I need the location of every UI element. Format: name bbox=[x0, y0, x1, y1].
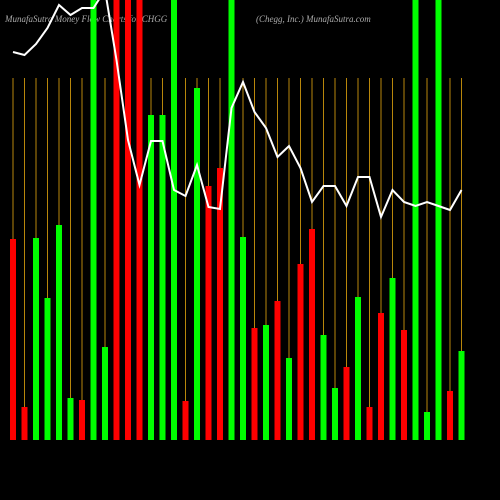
bar bbox=[194, 88, 200, 440]
bar bbox=[286, 358, 292, 440]
bar bbox=[44, 298, 51, 440]
bar bbox=[171, 0, 177, 440]
bar bbox=[90, 0, 97, 440]
bar bbox=[297, 264, 304, 440]
bar bbox=[217, 168, 223, 440]
chart-title: MunafaSutra Money Flow Charts for CHGG bbox=[4, 14, 168, 24]
bar bbox=[378, 313, 384, 440]
bar bbox=[56, 225, 62, 440]
bar bbox=[33, 238, 39, 440]
money-flow-line bbox=[12, 0, 463, 220]
bar bbox=[343, 367, 350, 440]
bar bbox=[332, 388, 338, 440]
bar bbox=[240, 237, 246, 440]
bar bbox=[309, 229, 315, 440]
bar bbox=[412, 0, 419, 440]
bar bbox=[10, 239, 16, 440]
bar bbox=[125, 0, 131, 440]
bar bbox=[136, 0, 143, 440]
bar bbox=[424, 412, 430, 440]
bar bbox=[228, 0, 235, 440]
bar bbox=[435, 0, 442, 440]
bar bbox=[67, 398, 74, 440]
bar bbox=[102, 347, 108, 440]
bar bbox=[205, 186, 212, 440]
bar bbox=[458, 351, 465, 440]
bar bbox=[21, 407, 28, 440]
bar bbox=[355, 297, 361, 440]
chart-subtitle: (Chegg, Inc.) MunafaSutra.com bbox=[256, 14, 371, 24]
bar bbox=[182, 401, 189, 440]
bar bbox=[148, 115, 154, 440]
bar bbox=[401, 330, 407, 440]
bar bbox=[389, 278, 396, 440]
bar bbox=[447, 391, 453, 440]
bar bbox=[366, 407, 373, 440]
bar bbox=[320, 335, 327, 440]
bar bbox=[79, 400, 85, 440]
bar bbox=[263, 325, 269, 440]
bar bbox=[159, 115, 166, 440]
bar bbox=[113, 0, 120, 440]
bar bbox=[274, 301, 281, 440]
bar bbox=[251, 328, 258, 440]
